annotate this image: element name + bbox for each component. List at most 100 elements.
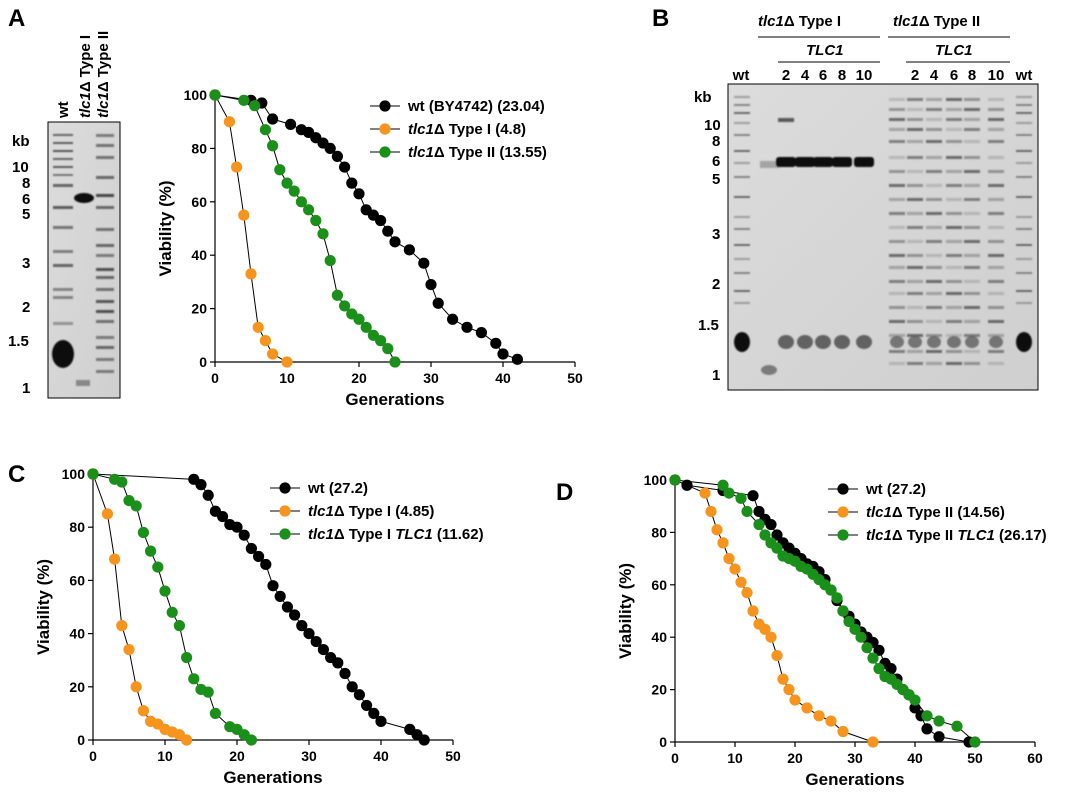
gel-band (926, 350, 942, 353)
gel-band (964, 320, 980, 323)
data-point (771, 649, 783, 662)
gel-a-marker: 1 (22, 380, 30, 397)
x-tick-label: 50 (567, 370, 583, 386)
gel-band (889, 226, 905, 229)
data-point (159, 585, 171, 597)
gel-b-marker: 2 (712, 276, 720, 293)
y-tick-label: 80 (69, 519, 85, 535)
y-tick-label: 100 (184, 87, 208, 103)
data-point (288, 185, 300, 197)
data-point (801, 702, 813, 714)
gel-band (907, 254, 923, 257)
gel-band (1016, 196, 1032, 198)
gel-band (96, 358, 114, 361)
data-point (511, 353, 523, 365)
gel-b-lane-label: wt (732, 67, 750, 84)
gel-band (1016, 228, 1032, 230)
data-point (331, 289, 343, 301)
data-point (843, 615, 855, 628)
data-point (867, 736, 879, 748)
data-point (303, 204, 315, 216)
gel-band (964, 240, 980, 243)
data-point (885, 663, 897, 675)
chart-d: 0 20 40 60 80 100 0 10 20 30 40 50 60 Generations Viab… (616, 472, 1047, 789)
y-axis-title: Viability (%) (616, 563, 635, 659)
data-point (281, 356, 293, 368)
y-tick-label: 20 (651, 682, 667, 698)
gel-band (96, 300, 114, 303)
gel-band (854, 157, 874, 167)
data-point (202, 489, 214, 501)
data-point (303, 628, 315, 640)
gel-band (964, 292, 980, 295)
data-point (310, 635, 322, 648)
gel-band (988, 170, 1004, 173)
data-point (705, 505, 717, 518)
gel-band (890, 336, 904, 348)
gel-band (926, 184, 942, 187)
data-point (202, 686, 214, 698)
data-point (447, 313, 459, 325)
gel-band (734, 332, 750, 352)
x-tick-label: 60 (1027, 750, 1043, 766)
gel-band (964, 140, 980, 143)
gel-band (907, 226, 923, 229)
series-line (214, 94, 288, 363)
gel-band (907, 350, 923, 353)
gel-band (52, 340, 74, 368)
data-point (753, 518, 765, 531)
gel-band (1016, 162, 1032, 164)
gel-band (988, 362, 1004, 365)
data-point (181, 651, 193, 664)
gel-b-group1-title: tlc1Δ Type I (758, 13, 841, 30)
gel-band (53, 322, 73, 325)
data-point (252, 321, 264, 333)
y-tick-label: 0 (659, 734, 667, 750)
chart-a: 0 20 40 60 80 100 0 10 20 30 40 50 Generations Viabil… (156, 87, 583, 409)
gel-a-marker: 10 (12, 159, 29, 176)
gel-band (988, 280, 1004, 283)
gel-band (889, 306, 905, 309)
data-point (717, 479, 729, 491)
x-tick-label: 30 (301, 748, 317, 764)
data-point (166, 606, 178, 618)
data-point (375, 214, 387, 227)
gel-b-lane-label: 8 (968, 67, 976, 84)
legend-marker (379, 100, 391, 112)
data-point (130, 500, 142, 512)
gel-band (946, 266, 962, 269)
data-point (238, 209, 250, 221)
gel-band (1016, 150, 1032, 152)
gel-band (988, 140, 1004, 143)
gel-band (1016, 272, 1032, 274)
gel-b-lane-label: 2 (782, 67, 790, 84)
data-point (238, 529, 250, 541)
gel-band (946, 98, 962, 101)
data-point (951, 720, 963, 732)
data-point (223, 116, 235, 128)
data-point (209, 707, 221, 720)
data-point (260, 558, 272, 571)
gel-b-lane-label: 4 (801, 67, 810, 84)
gel-band (96, 206, 114, 209)
legend-entry: tlc1Δ Type II (14.56) (866, 504, 1005, 521)
gel-band (832, 157, 852, 167)
gel-band (1016, 112, 1032, 114)
data-point (281, 601, 293, 613)
gel-band (988, 320, 1004, 323)
gel-band (926, 128, 942, 131)
data-point (353, 313, 365, 325)
gel-band (53, 158, 73, 160)
data-point (173, 620, 185, 632)
data-point (375, 715, 387, 727)
data-point (195, 479, 207, 491)
gel-band (889, 334, 905, 337)
gel-band (988, 198, 1004, 201)
gel-band (926, 140, 942, 143)
gel-band (926, 108, 942, 111)
data-point (231, 521, 243, 533)
gel-band (964, 254, 980, 257)
gel-band (964, 362, 980, 365)
y-tick-label: 60 (651, 577, 667, 593)
gel-band (734, 150, 750, 152)
